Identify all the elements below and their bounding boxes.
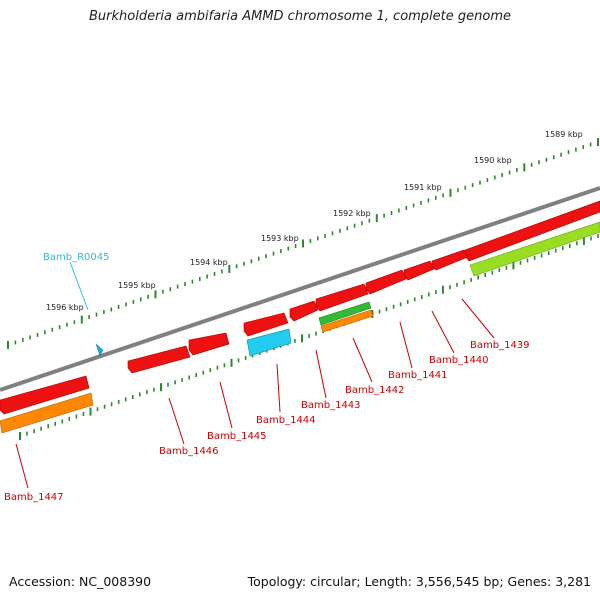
gene-label[interactable]: Bamb_1443: [301, 400, 361, 411]
leader-line: [399, 321, 413, 369]
gene-label[interactable]: Bamb_1446: [159, 446, 219, 457]
gene-feature-orange[interactable]: [320, 309, 374, 333]
gene-label[interactable]: Bamb_1447: [4, 492, 64, 503]
gene-feature-lime[interactable]: [469, 221, 600, 277]
scale-label: 1595 kbp: [118, 281, 156, 290]
gene-label[interactable]: Bamb_R0045: [43, 252, 109, 263]
leader-line: [69, 261, 89, 311]
scale-label: 1592 kbp: [333, 209, 371, 218]
leader-line: [461, 298, 495, 339]
gene-feature-orange[interactable]: [0, 392, 94, 434]
gene-labels: Bamb_1439 Bamb_1440 Bamb_1441 Bamb_1442 …: [4, 252, 530, 503]
gene-features: [0, 200, 600, 434]
gene-feature-red[interactable]: [0, 375, 90, 415]
leader-line: [15, 443, 29, 489]
scale-label: 1589 kbp: [545, 130, 583, 139]
gene-feature-red[interactable]: [365, 269, 407, 295]
gene-feature-red[interactable]: [403, 260, 435, 281]
gene-label[interactable]: Bamb_1445: [207, 431, 267, 442]
scale-label: 1596 kbp: [46, 303, 84, 312]
gene-label[interactable]: Bamb_1444: [256, 415, 316, 426]
scale-label: 1590 kbp: [474, 156, 512, 165]
label-leaders: [15, 261, 495, 489]
scale-labels: 1589 kbp 1590 kbp 1591 kbp 1592 kbp 1593…: [46, 130, 583, 312]
gene-feature-red[interactable]: [289, 300, 319, 322]
gene-feature-green[interactable]: [318, 301, 372, 326]
leader-line: [431, 310, 455, 354]
chromosome-backbone: [0, 186, 600, 392]
accession-text: Accession: NC_008390: [9, 574, 152, 589]
leader-line: [352, 337, 373, 383]
scale-label: 1593 kbp: [261, 234, 299, 243]
leader-line: [315, 349, 327, 399]
gene-feature-red[interactable]: [243, 312, 289, 337]
gene-label[interactable]: Bamb_1440: [429, 355, 489, 366]
leader-line: [219, 381, 233, 429]
scale-label: 1594 kbp: [190, 258, 228, 267]
gene-label[interactable]: Bamb_1439: [470, 340, 530, 351]
gene-feature-red[interactable]: [127, 345, 191, 374]
leader-line: [276, 363, 281, 413]
gene-feature-red[interactable]: [431, 249, 469, 271]
gene-feature-cyan[interactable]: [246, 328, 292, 357]
rna-feature-marker[interactable]: [95, 343, 104, 357]
gene-label[interactable]: Bamb_1441: [388, 370, 448, 381]
leader-line: [168, 397, 185, 445]
gene-feature-red[interactable]: [188, 332, 230, 356]
gene-label[interactable]: Bamb_1442: [345, 385, 405, 396]
map-title: Burkholderia ambifaria AMMD chromosome 1…: [88, 9, 512, 24]
genome-summary-text: Topology: circular; Length: 3,556,545 bp…: [247, 574, 591, 589]
gene-feature-red[interactable]: [315, 283, 369, 312]
scale-label: 1591 kbp: [404, 183, 442, 192]
